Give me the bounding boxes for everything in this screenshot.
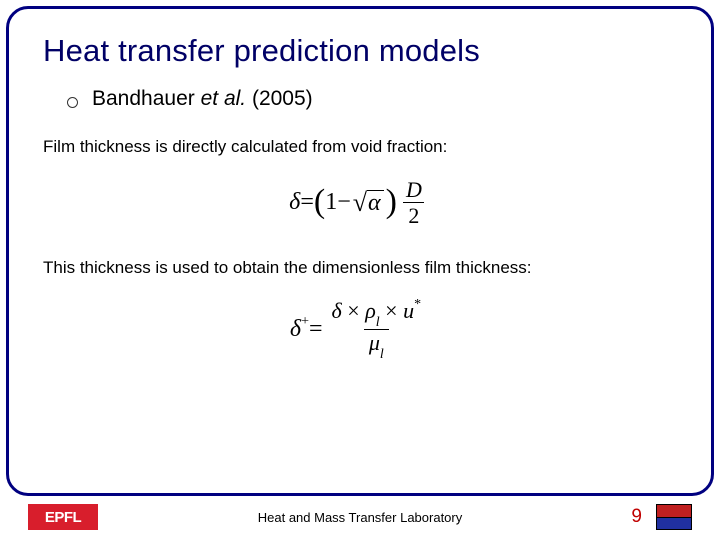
eq2-frac: δ × ρl × u* μl	[327, 298, 427, 361]
times2: ×	[380, 298, 403, 323]
bullet-marker	[67, 97, 78, 108]
rho-sub: l	[376, 315, 380, 330]
num-u: u	[403, 298, 414, 323]
bullet-text: Bandhauer et al. (2005)	[92, 87, 313, 111]
equation-2: δ+ = δ × ρl × u* μl	[43, 298, 677, 361]
author-name: Bandhauer	[92, 87, 201, 110]
eq2-lhs: δ+	[290, 316, 309, 343]
eq2-sup: +	[301, 314, 309, 329]
citation-year: (2005)	[246, 87, 313, 110]
paren-right: )	[386, 183, 397, 221]
eq2-delta: δ	[290, 316, 301, 342]
frac-den: 2	[403, 202, 424, 228]
eq1-one: 1	[325, 189, 337, 216]
eq1-equals: =	[300, 189, 314, 216]
bullet-item: Bandhauer et al. (2005)	[67, 87, 677, 111]
lab-logo	[656, 504, 692, 530]
sqrt-sign: √	[353, 188, 367, 218]
page-number: 9	[631, 506, 642, 528]
eq2-num: δ × ρl × u*	[327, 298, 427, 329]
footer-right: 9	[631, 504, 692, 530]
times1: ×	[342, 298, 365, 323]
slide-title: Heat transfer prediction models	[43, 33, 677, 69]
paren-left: (	[314, 183, 325, 221]
etal: et al.	[201, 87, 247, 110]
sqrt-arg: α	[367, 190, 384, 215]
sqrt: √ α	[353, 188, 384, 218]
footer-lab-name: Heat and Mass Transfer Laboratory	[258, 510, 463, 525]
mu-sub: l	[380, 347, 384, 362]
epfl-logo: EPFL	[28, 504, 98, 530]
equation-1: δ = ( 1 − √ α ) D 2	[43, 177, 677, 228]
eq2-equals: =	[309, 316, 323, 343]
lab-logo-bottom	[656, 518, 692, 531]
eq2-den: μl	[364, 329, 389, 361]
footer: EPFL Heat and Mass Transfer Laboratory 9	[0, 500, 720, 534]
num-rho: ρ	[365, 298, 376, 323]
num-delta: δ	[332, 298, 342, 323]
u-sup: *	[414, 297, 421, 312]
body-text-1: Film thickness is directly calculated fr…	[43, 137, 677, 157]
slide-frame: Heat transfer prediction models Bandhaue…	[6, 6, 714, 496]
eq1-minus: −	[337, 189, 351, 216]
frac-num: D	[401, 177, 427, 202]
eq1-frac: D 2	[401, 177, 427, 228]
lab-logo-top	[656, 504, 692, 518]
den-mu: μ	[369, 330, 380, 355]
body-text-2: This thickness is used to obtain the dim…	[43, 258, 677, 278]
eq1-lhs: δ	[289, 189, 300, 216]
